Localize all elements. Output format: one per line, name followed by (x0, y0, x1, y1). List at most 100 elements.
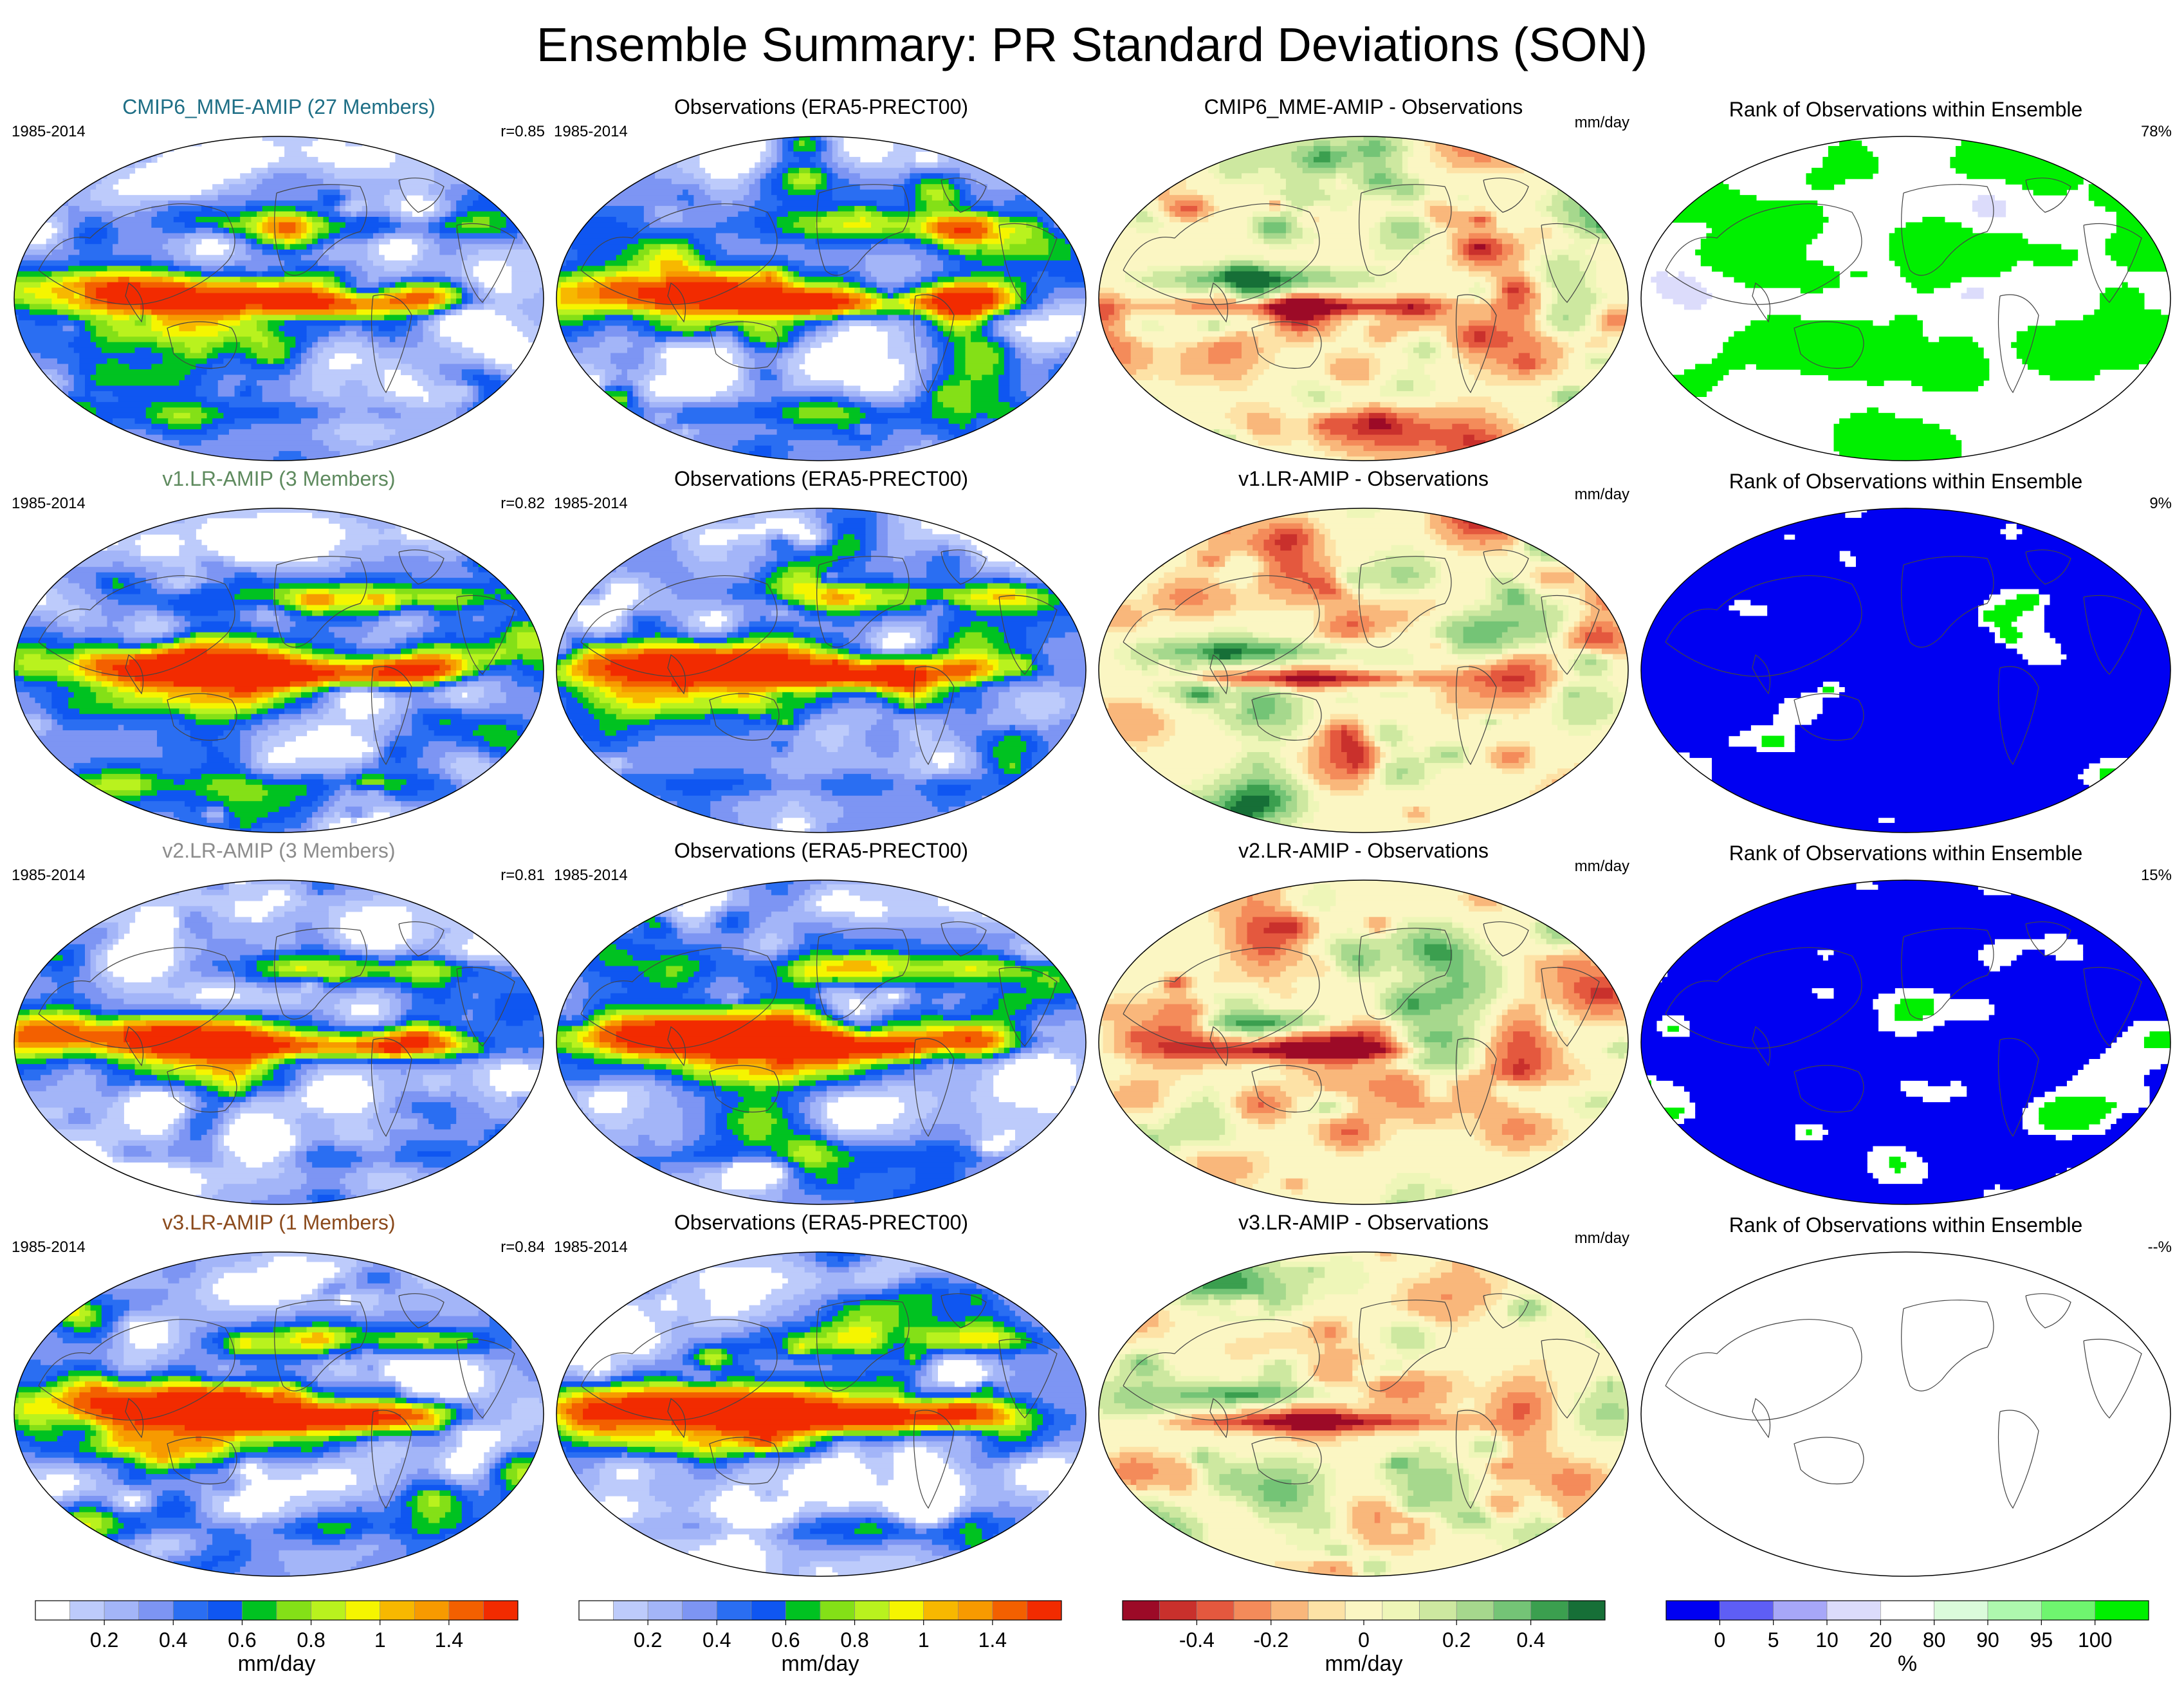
observations-map (556, 1251, 1087, 1577)
colorbar-tick-label: -0.2 (1253, 1628, 1289, 1652)
map-border (14, 879, 544, 1205)
colorbar-swatch (1233, 1600, 1272, 1621)
colorbar-tick-label: 0 (1714, 1628, 1725, 1652)
colorbar-tick-label: 0.8 (297, 1628, 325, 1652)
colorbar-swatch (820, 1600, 855, 1621)
colorbar-swatch (69, 1600, 105, 1621)
model-map (14, 1251, 544, 1577)
coastlines (38, 549, 515, 766)
map-border (1098, 508, 1629, 833)
map-border (1640, 1251, 2171, 1577)
colorbar-swatch (1934, 1600, 1988, 1621)
difference-map (1098, 136, 1629, 461)
map-border (1640, 879, 2171, 1205)
colorbar-swatch (1027, 1600, 1062, 1621)
colorbar-3: -0.4 -0.2 0 0.2 0.4 (1122, 1600, 1606, 1652)
colorbar-swatch (785, 1600, 821, 1621)
model-period-label: 1985-2014 (12, 1238, 86, 1256)
model-period-label: 1985-2014 (12, 123, 86, 140)
colorbar-swatch (578, 1600, 614, 1621)
colorbar-swatch (1344, 1600, 1383, 1621)
colorbar-swatch (1987, 1600, 2042, 1621)
colorbar-swatch (311, 1600, 346, 1621)
observations-map (556, 508, 1087, 833)
colorbar-swatch (138, 1600, 174, 1621)
map-border (1098, 879, 1629, 1205)
rank-map (1640, 508, 2171, 833)
colorbar-tick-label: 0.4 (702, 1628, 731, 1652)
coastlines (580, 1293, 1058, 1509)
map-border (14, 1251, 544, 1577)
rank-panel-title: Rank of Observations within Ensemble (1729, 98, 2083, 121)
colorbar-swatch (207, 1600, 243, 1621)
diff-panel-title: v3.LR-AMIP - Observations (1238, 1211, 1489, 1234)
colorbar-swatch (1159, 1600, 1197, 1621)
coastlines (1665, 1293, 2142, 1509)
colorbar-tick-label: 0.6 (228, 1628, 256, 1652)
difference-map (1098, 879, 1629, 1205)
colorbar-tick-label: 0.4 (159, 1628, 187, 1652)
model-map (14, 136, 544, 461)
colorbar-tick-label: 90 (1976, 1628, 1999, 1652)
model-panel-title: v1.LR-AMIP (3 Members) (162, 467, 396, 490)
observations-map (556, 136, 1087, 461)
pattern-correlation: r=0.81 (500, 867, 545, 884)
map-border (1640, 508, 2171, 833)
diff-unit-label: mm/day (1574, 1229, 1629, 1247)
pattern-correlation: r=0.85 (500, 123, 545, 140)
colorbar-tick-label: 0.8 (840, 1628, 868, 1652)
obs-panel-title: Observations (ERA5-PRECT00) (674, 839, 969, 862)
coastlines (38, 1293, 515, 1509)
difference-map (1098, 508, 1629, 833)
colorbar-tick-label: 80 (1923, 1628, 1946, 1652)
colorbar-tick-label: 1.4 (978, 1628, 1007, 1652)
model-period-label: 1985-2014 (12, 495, 86, 512)
rank-percent-label: --% (2147, 1238, 2172, 1256)
obs-period-label: 1985-2014 (554, 495, 628, 512)
colorbar-swatch (957, 1600, 993, 1621)
coastlines (1123, 921, 1600, 1137)
map-border (556, 1251, 1087, 1577)
map-border (14, 508, 544, 833)
colorbar-tick-label: 10 (1815, 1628, 1839, 1652)
colorbar-swatch (1773, 1600, 1828, 1621)
colorbar-swatch (483, 1600, 518, 1621)
colorbar-swatch (1568, 1600, 1606, 1621)
colorbar-4: 0 5 10 20 80 90 95 100 (1666, 1600, 2149, 1652)
rank-panel-title: Rank of Observations within Ensemble (1729, 1213, 2083, 1237)
diff-panel-title: v2.LR-AMIP - Observations (1238, 839, 1489, 862)
colorbar-swatch (35, 1600, 70, 1621)
model-panel-title: CMIP6_MME-AMIP (27 Members) (122, 95, 436, 118)
model-map (14, 508, 544, 833)
colorbar-unit-label: mm/day (237, 1652, 316, 1676)
colorbar-swatch (1666, 1600, 1720, 1621)
map-border (1098, 1251, 1629, 1577)
rank-percent-label: 78% (2140, 123, 2172, 140)
model-map (14, 879, 544, 1205)
map-border (556, 879, 1087, 1205)
colorbar-swatch (1382, 1600, 1420, 1621)
obs-period-label: 1985-2014 (554, 867, 628, 884)
colorbar-tick-label: 0.2 (634, 1628, 662, 1652)
colorbar-swatch (992, 1600, 1027, 1621)
coastlines (1665, 549, 2142, 766)
map-border (556, 508, 1087, 833)
colorbar-swatch (172, 1600, 208, 1621)
colorbar-unit-label: mm/day (781, 1652, 859, 1676)
colorbar-swatch (1197, 1600, 1234, 1621)
colorbar-swatch (682, 1600, 717, 1621)
colorbar-swatch (1530, 1600, 1568, 1621)
colorbar-tick-label: 0 (1358, 1628, 1370, 1652)
colorbar-swatch (1308, 1600, 1346, 1621)
colorbar-swatch (854, 1600, 890, 1621)
colorbar-tick-label: 100 (2078, 1628, 2112, 1652)
colorbar-tick-label: 0.2 (90, 1628, 118, 1652)
colorbar-unit-label: % (1897, 1652, 1918, 1676)
coastlines (1123, 178, 1600, 394)
diff-unit-label: mm/day (1574, 486, 1629, 503)
diff-panel-title: v1.LR-AMIP - Observations (1238, 467, 1489, 490)
diff-panel-title: CMIP6_MME-AMIP - Observations (1204, 95, 1523, 118)
colorbar-swatch (242, 1600, 277, 1621)
rank-panel-title: Rank of Observations within Ensemble (1729, 842, 2083, 865)
coastlines (1123, 549, 1600, 766)
